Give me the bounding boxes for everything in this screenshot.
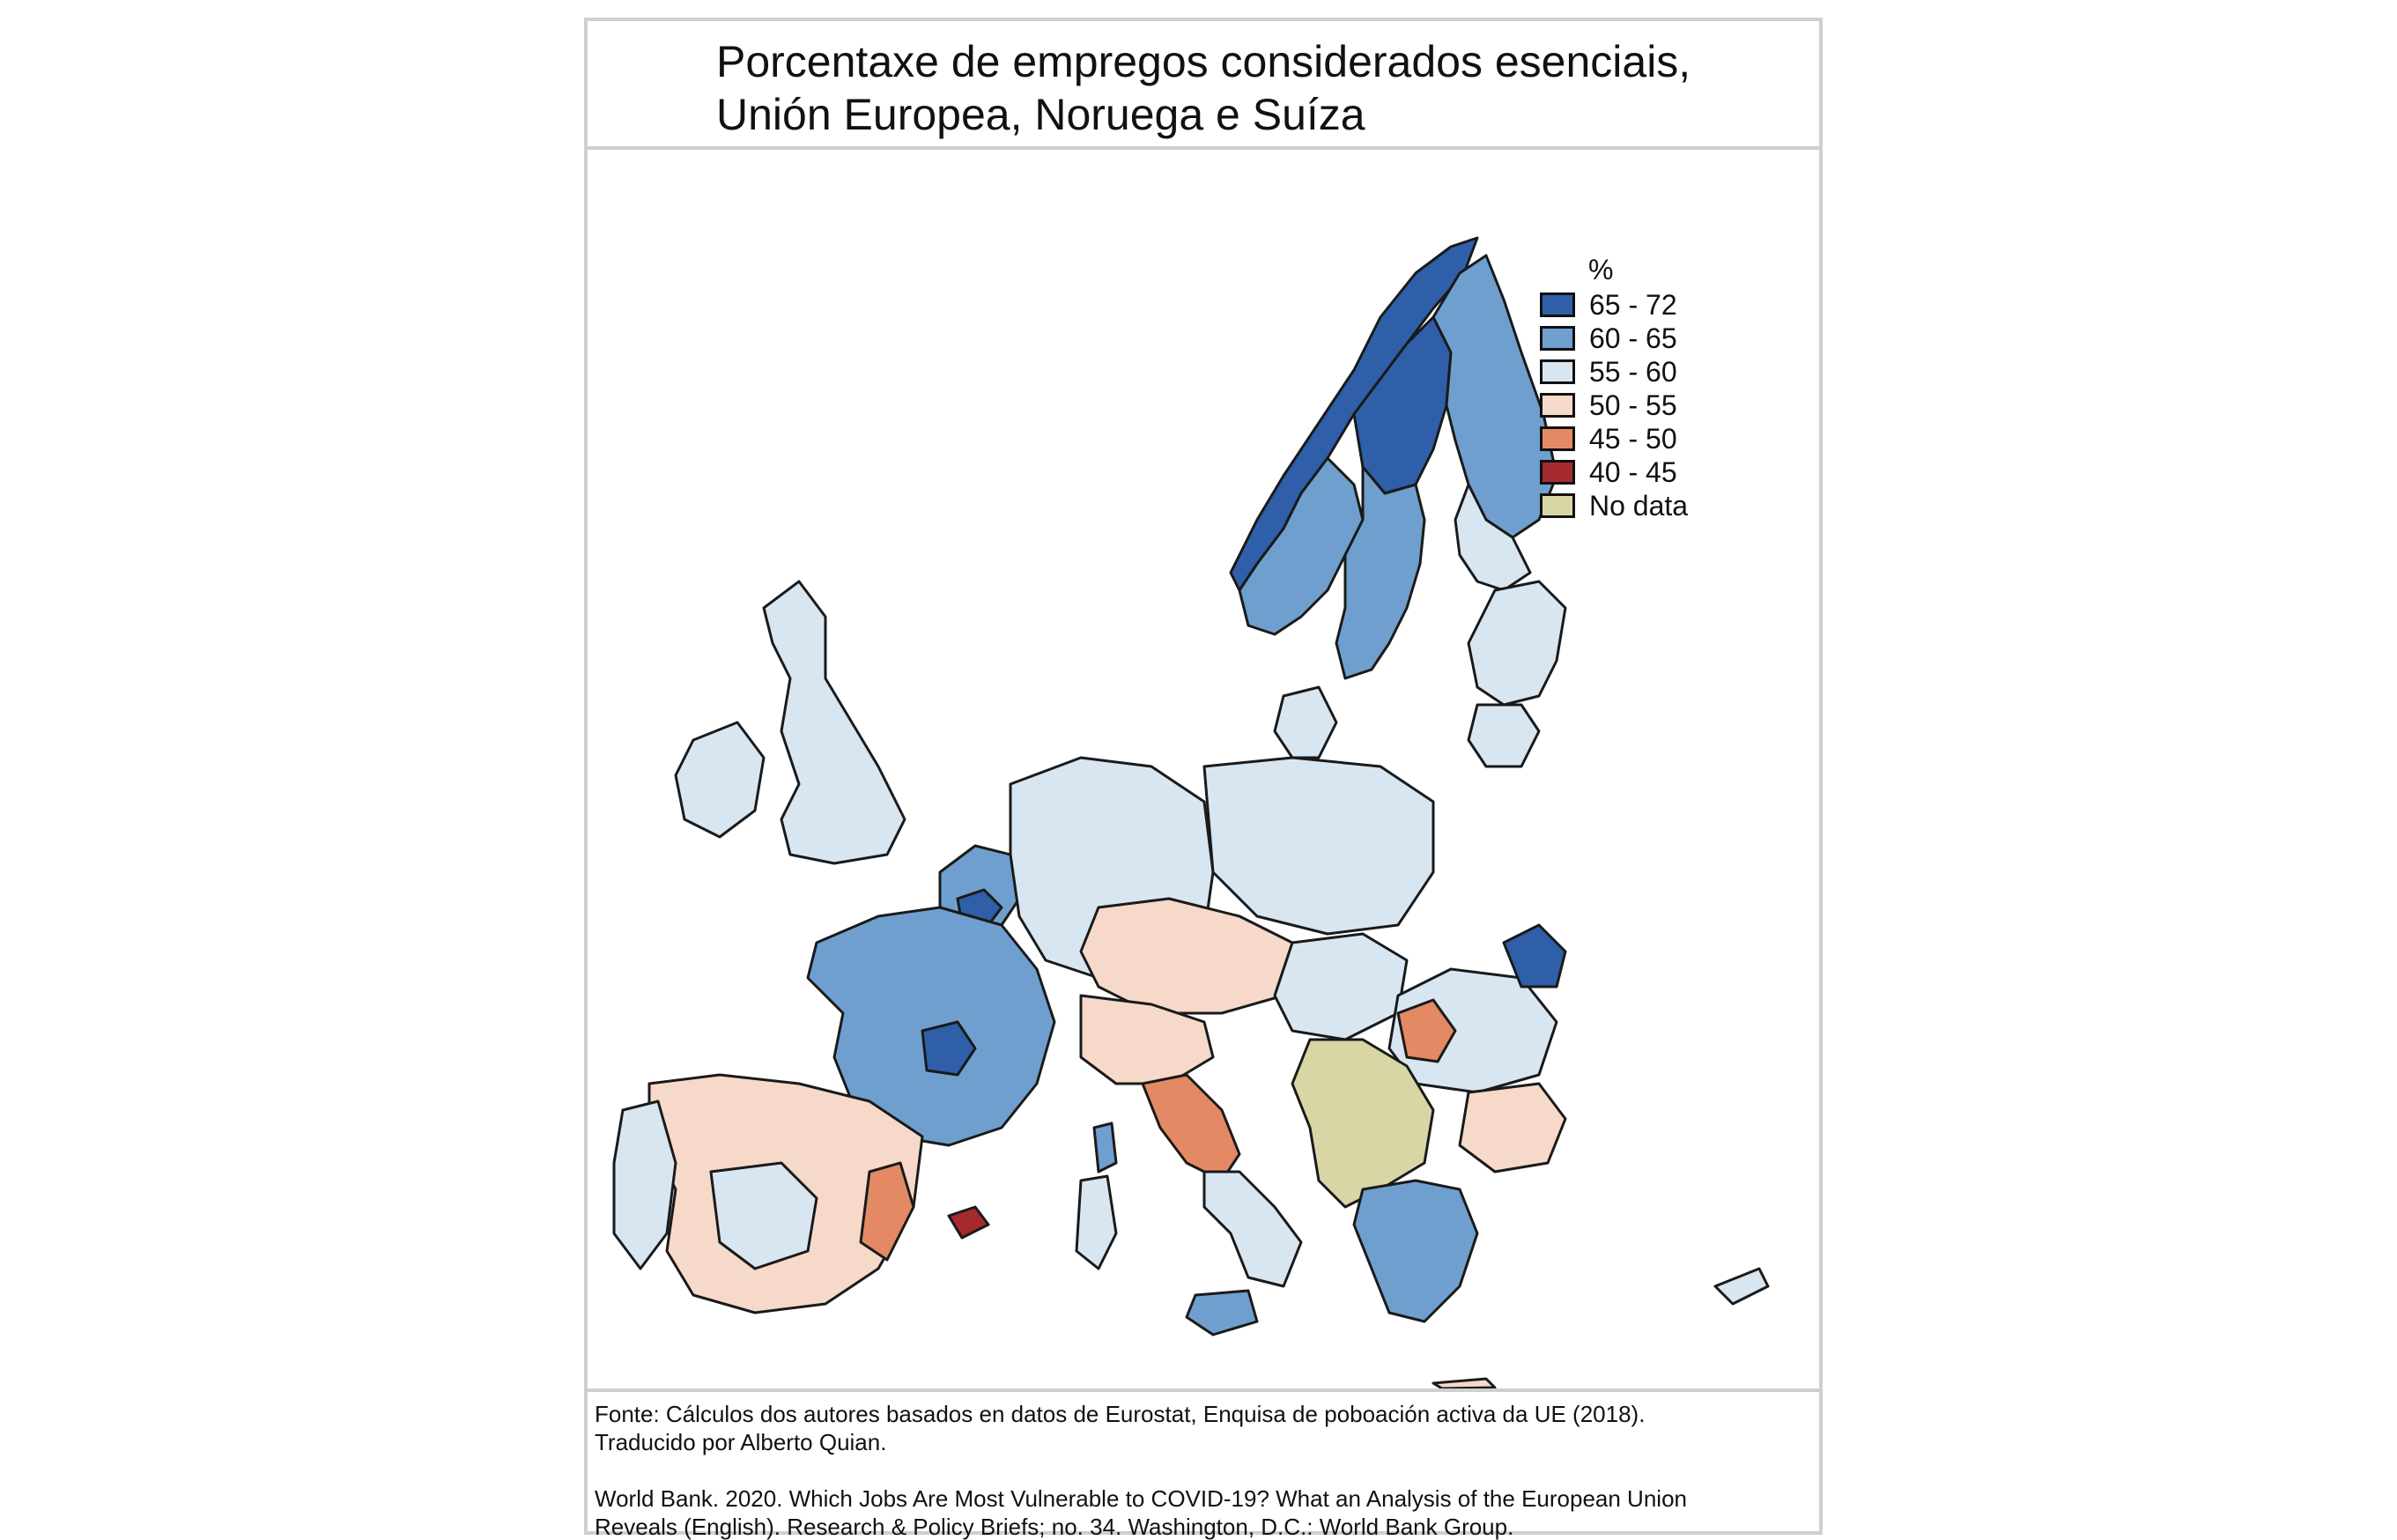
region-uk <box>762 580 906 865</box>
legend-item: 55 - 60 <box>1540 356 1734 388</box>
legend-swatch <box>1540 326 1575 351</box>
legend-label: 65 - 72 <box>1589 289 1677 321</box>
legend-item: 50 - 55 <box>1540 389 1734 421</box>
region-denmark <box>1273 685 1338 759</box>
map-area: % 65 - 72 60 - 65 55 - 60 50 - 55 45 - 5… <box>588 150 1819 1388</box>
region-crete <box>1432 1377 1497 1388</box>
region-romania-ne <box>1502 923 1567 988</box>
title-box: Porcentaxe de empregos considerados esen… <box>588 21 1819 150</box>
source-line-1: Fonte: Cálculos dos autores basados en d… <box>595 1401 1646 1427</box>
region-spain-east <box>859 1161 915 1262</box>
region-france-center <box>921 1020 977 1077</box>
citation-line-2: Reveals (English). Research & Policy Bri… <box>595 1514 1514 1540</box>
map-title-line-2: Unión Europea, Noruega e Suíza <box>716 90 1365 139</box>
map-figure: Porcentaxe de empregos considerados esen… <box>584 18 1823 1540</box>
region-bulgaria <box>1458 1082 1567 1174</box>
legend-swatch <box>1540 292 1575 317</box>
legend-swatch <box>1540 460 1575 485</box>
legend-swatch <box>1540 359 1575 384</box>
source-footer: Fonte: Cálculos dos autores basados en d… <box>588 1388 1819 1540</box>
region-czech-austria <box>1079 897 1294 1015</box>
legend-item: 45 - 50 <box>1540 423 1734 455</box>
region-ireland <box>674 721 766 839</box>
legend-item: 40 - 45 <box>1540 456 1734 488</box>
legend-label: 50 - 55 <box>1589 389 1677 421</box>
region-spain-center <box>709 1161 818 1270</box>
region-sweden-south <box>1335 465 1426 680</box>
region-sardinia <box>1075 1174 1118 1270</box>
legend-swatch <box>1540 493 1575 518</box>
region-italy-south <box>1202 1170 1303 1288</box>
region-balearic <box>947 1205 990 1240</box>
region-portugal <box>612 1099 677 1270</box>
region-finland <box>1432 254 1558 539</box>
legend-title: % <box>1588 254 1614 285</box>
legend-item: 60 - 65 <box>1540 322 1734 354</box>
region-corsica <box>1092 1122 1118 1174</box>
region-cyprus <box>1713 1267 1770 1306</box>
citation-line-1: World Bank. 2020. Which Jobs Are Most Vu… <box>595 1485 1687 1512</box>
region-greece <box>1352 1179 1479 1323</box>
legend-label: 45 - 50 <box>1589 423 1677 455</box>
legend-swatch <box>1540 393 1575 418</box>
map-title-line-1: Porcentaxe de empregos considerados esen… <box>716 37 1691 86</box>
region-slovakia-hungary <box>1273 932 1409 1041</box>
legend-item: 65 - 72 <box>1540 289 1734 321</box>
region-lithuania <box>1467 703 1541 768</box>
europe-choropleth-map <box>612 236 1770 1388</box>
legend-item: No data <box>1540 490 1734 522</box>
legend-label: 40 - 45 <box>1589 456 1677 488</box>
legend-label: No data <box>1589 490 1689 522</box>
region-france <box>806 906 1056 1147</box>
region-italy-north <box>1079 994 1215 1085</box>
legend-label: 55 - 60 <box>1589 356 1677 388</box>
region-romania-west <box>1396 998 1457 1063</box>
region-italy-center <box>1141 1073 1241 1182</box>
region-poland <box>1202 756 1435 936</box>
region-sicily <box>1185 1289 1259 1336</box>
legend-swatch <box>1540 426 1575 451</box>
source-line-2: Traducido por Alberto Quian. <box>595 1429 887 1455</box>
region-estonia-latvia <box>1467 580 1567 707</box>
legend-label: 60 - 65 <box>1589 322 1677 354</box>
map-legend: % 65 - 72 60 - 65 55 - 60 50 - 55 45 - 5… <box>1540 254 1734 536</box>
